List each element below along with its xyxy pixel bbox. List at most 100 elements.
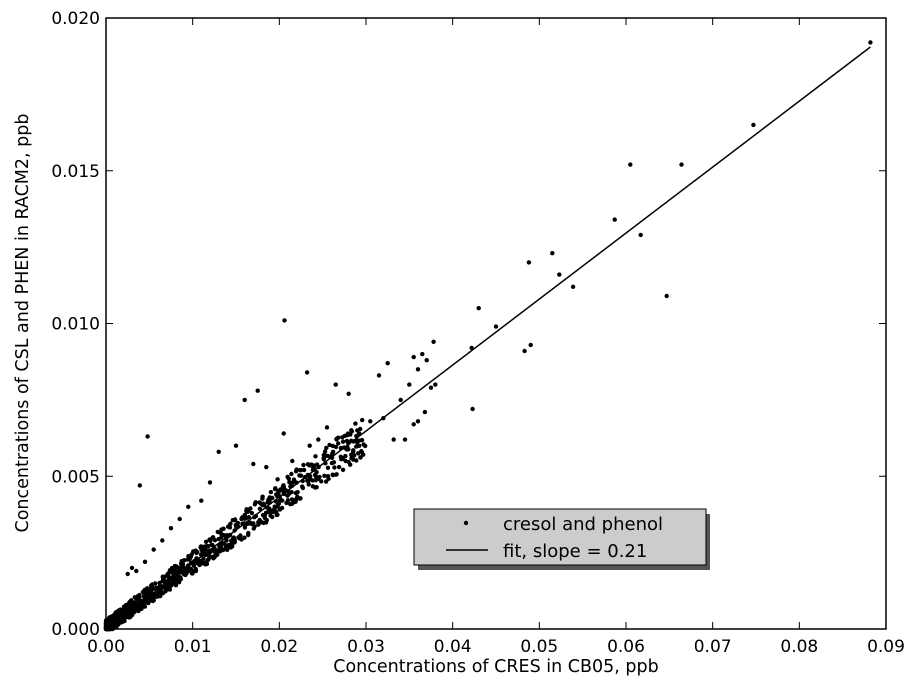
data-point xyxy=(238,533,243,538)
data-point xyxy=(307,443,312,448)
data-point xyxy=(557,272,562,277)
x-tick-label: 0.00 xyxy=(87,637,125,657)
data-point xyxy=(203,539,209,544)
data-point xyxy=(150,598,156,604)
data-point xyxy=(141,602,146,607)
data-point xyxy=(420,351,425,357)
data-point xyxy=(263,520,269,525)
data-point xyxy=(233,443,239,448)
data-point xyxy=(151,547,156,552)
data-point xyxy=(260,494,265,499)
data-point xyxy=(175,578,181,584)
data-point xyxy=(157,580,162,586)
data-point xyxy=(229,538,234,543)
data-point xyxy=(349,452,354,457)
data-point xyxy=(522,348,527,354)
data-point xyxy=(109,614,114,620)
data-point xyxy=(198,558,203,564)
data-point xyxy=(327,442,332,448)
data-point xyxy=(278,488,283,493)
data-point xyxy=(266,497,271,503)
data-point xyxy=(314,485,319,490)
data-point xyxy=(217,547,223,552)
data-point xyxy=(339,457,344,462)
x-tick-label: 0.02 xyxy=(260,637,298,657)
data-point xyxy=(224,538,229,543)
data-point xyxy=(293,469,299,474)
data-point xyxy=(309,462,314,467)
data-point xyxy=(172,582,178,587)
data-point xyxy=(259,520,264,525)
data-point xyxy=(358,455,363,460)
data-point xyxy=(314,462,320,467)
data-point xyxy=(415,419,421,424)
data-point xyxy=(253,500,258,505)
data-point xyxy=(340,439,346,444)
data-point xyxy=(110,618,115,624)
legend: cresol and phenol fit, slope = 0.21 xyxy=(413,508,710,570)
axis-ticks: 0.00 0.01 0.02 0.03 0.04 0.05 0.06 0.07 0.08 0.09… xyxy=(51,9,905,657)
data-point xyxy=(129,565,135,571)
data-point xyxy=(324,425,330,430)
data-point xyxy=(242,525,248,530)
x-tick-label: 0.06 xyxy=(607,637,645,657)
data-point xyxy=(336,441,341,446)
data-point xyxy=(314,469,319,475)
data-point xyxy=(319,479,324,484)
data-point xyxy=(322,449,328,454)
data-point xyxy=(128,614,133,619)
data-point xyxy=(149,588,154,593)
data-point xyxy=(255,388,260,393)
data-point xyxy=(528,342,533,348)
data-point xyxy=(257,500,262,505)
data-point xyxy=(229,544,234,549)
data-point xyxy=(273,486,278,491)
data-point xyxy=(216,536,221,542)
data-point xyxy=(247,521,252,526)
data-point xyxy=(233,522,238,528)
data-point xyxy=(612,217,617,222)
data-point xyxy=(325,453,330,458)
data-point xyxy=(242,513,247,518)
data-point xyxy=(334,472,339,477)
data-point xyxy=(305,462,311,467)
data-point xyxy=(207,554,213,559)
y-tick-label: 0.005 xyxy=(51,467,100,487)
data-point xyxy=(356,451,361,456)
data-point xyxy=(160,538,165,543)
data-point xyxy=(239,516,244,522)
data-point xyxy=(333,444,339,450)
data-point xyxy=(570,284,576,289)
data-point xyxy=(194,560,200,566)
data-point xyxy=(332,465,337,470)
data-point xyxy=(349,429,355,434)
data-point xyxy=(336,464,342,470)
legend-box xyxy=(413,508,707,566)
data-point xyxy=(638,232,643,238)
y-axis-label: Concentrations of CSL and PHEN in RACM2,… xyxy=(13,114,33,533)
data-point xyxy=(295,490,300,495)
data-point xyxy=(310,484,316,489)
data-point xyxy=(322,473,327,478)
data-point xyxy=(290,458,295,464)
data-point xyxy=(221,526,226,531)
data-point xyxy=(187,557,192,562)
x-tick-label: 0.08 xyxy=(780,637,818,657)
data-point xyxy=(215,529,220,535)
data-point xyxy=(220,541,225,546)
y-tick-label: 0.020 xyxy=(51,9,100,29)
data-point xyxy=(201,556,206,561)
data-point xyxy=(210,535,215,541)
data-point xyxy=(476,306,481,311)
data-point xyxy=(431,339,436,344)
fit-line xyxy=(105,46,871,630)
data-point xyxy=(298,473,304,478)
data-point xyxy=(415,367,421,372)
y-tick-label: 0.010 xyxy=(51,315,100,335)
data-point xyxy=(285,493,290,498)
data-point xyxy=(127,600,132,605)
data-point xyxy=(351,448,356,453)
data-point xyxy=(346,459,351,465)
data-point xyxy=(470,406,475,412)
